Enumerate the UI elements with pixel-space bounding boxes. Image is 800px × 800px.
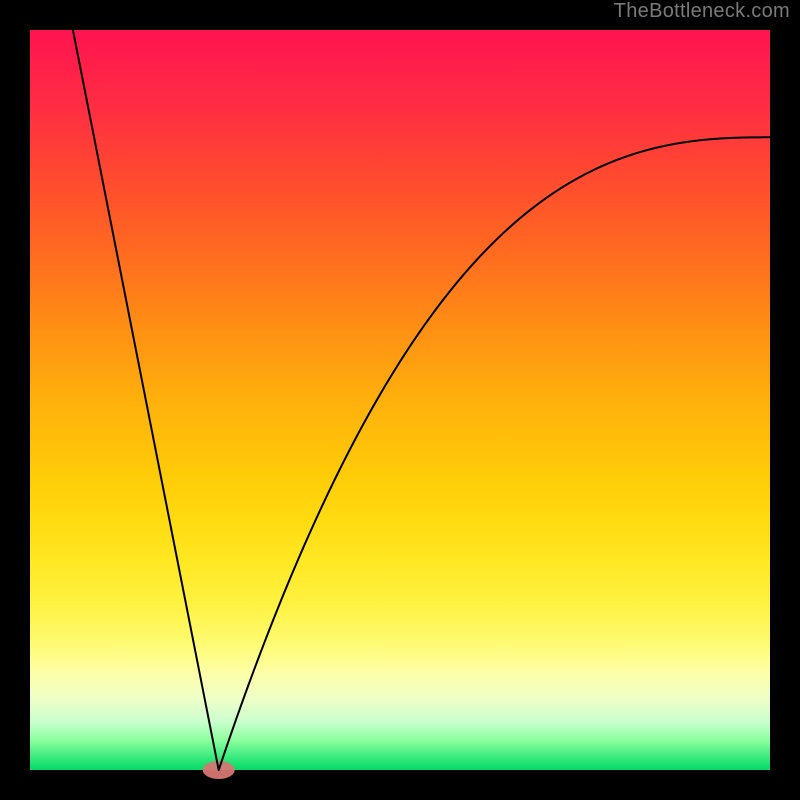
plot-background: [30, 30, 770, 770]
watermark-text: TheBottleneck.com: [614, 0, 790, 23]
chart-svg: [0, 0, 800, 800]
chart-container: TheBottleneck.com: [0, 0, 800, 800]
